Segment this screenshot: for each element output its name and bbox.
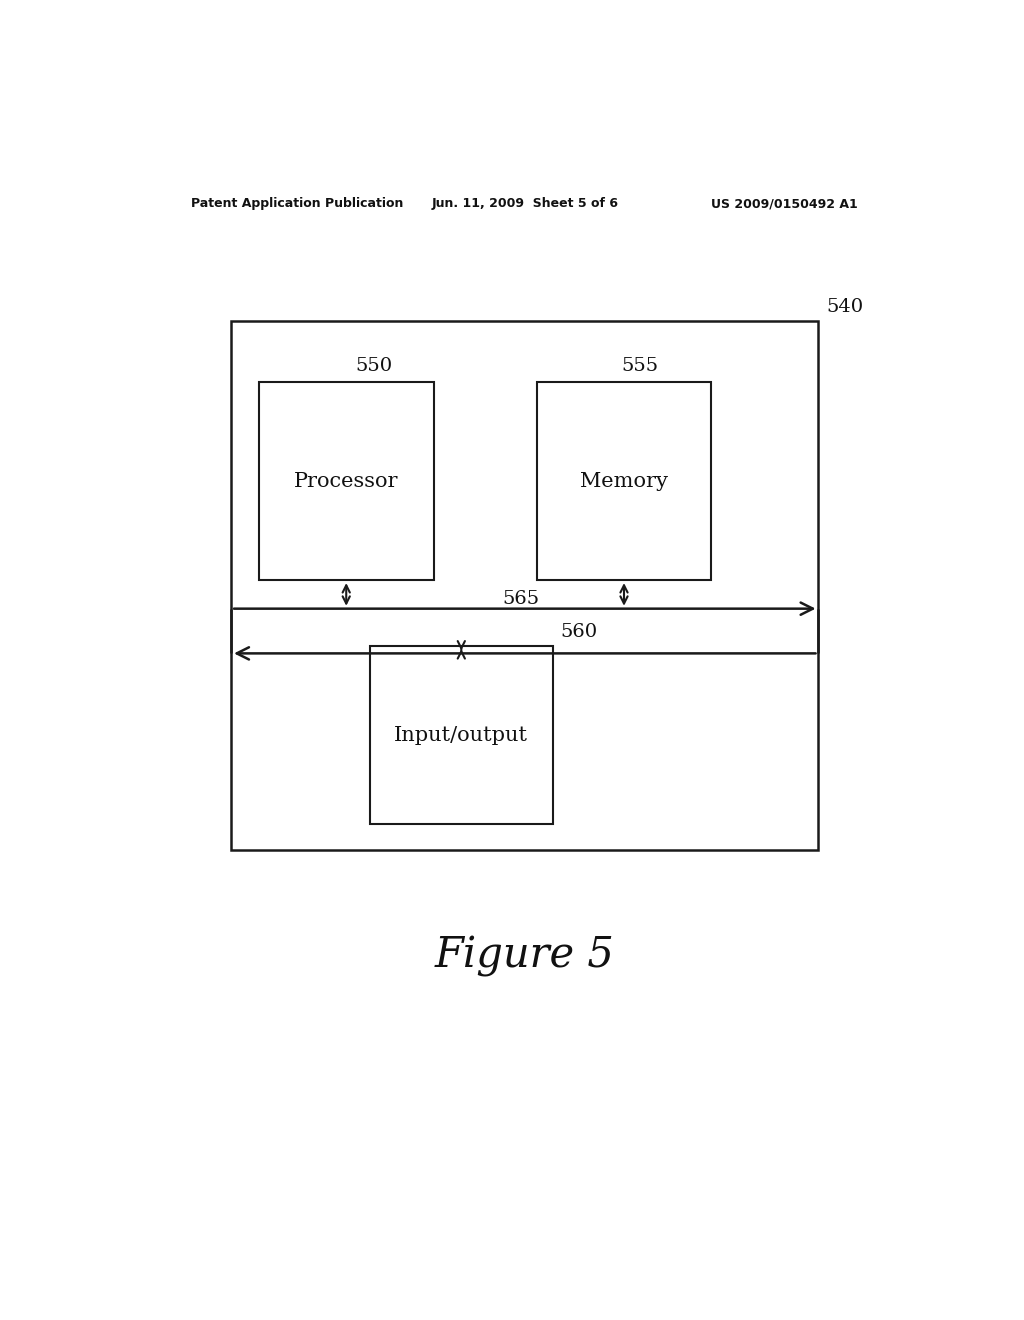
Text: Jun. 11, 2009  Sheet 5 of 6: Jun. 11, 2009 Sheet 5 of 6 — [431, 197, 618, 210]
Bar — [231, 321, 818, 850]
Text: Figure 5: Figure 5 — [435, 936, 614, 977]
Text: 550: 550 — [355, 356, 392, 375]
Text: US 2009/0150492 A1: US 2009/0150492 A1 — [712, 197, 858, 210]
Bar — [259, 381, 433, 581]
Text: Memory: Memory — [580, 471, 668, 491]
Text: 565: 565 — [502, 590, 540, 607]
Text: Processor: Processor — [294, 471, 398, 491]
Text: 540: 540 — [826, 298, 863, 315]
Text: 555: 555 — [622, 356, 658, 375]
Bar — [537, 381, 712, 581]
Bar — [370, 647, 553, 824]
Text: Patent Application Publication: Patent Application Publication — [191, 197, 403, 210]
Text: Input/output: Input/output — [394, 726, 528, 744]
Text: 560: 560 — [560, 623, 598, 642]
